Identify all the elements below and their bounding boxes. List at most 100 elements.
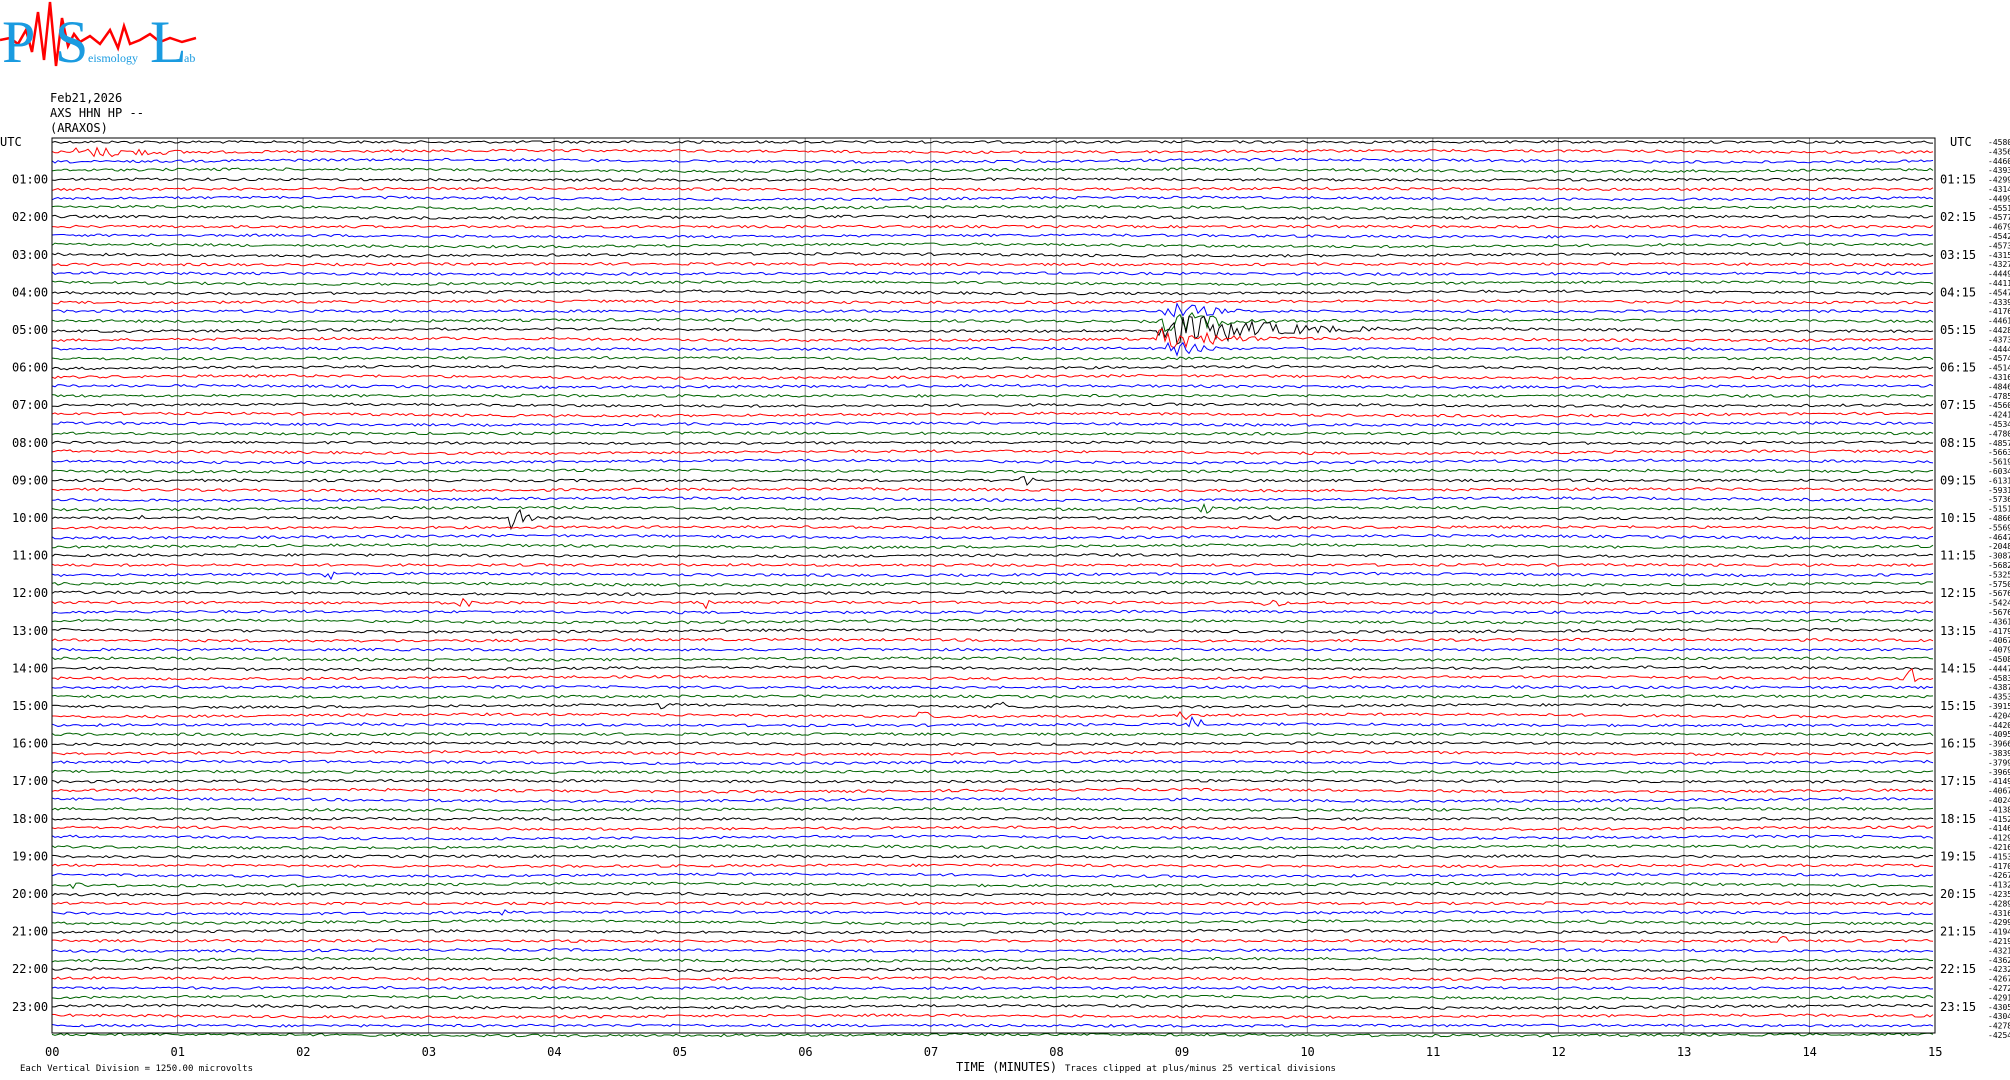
x-tick-label: 04 (547, 1045, 561, 1059)
trace-offset-label: -4129 (1988, 834, 2010, 843)
right-hour-label: 20:15 (1940, 887, 1976, 901)
right-hour-label: 09:15 (1940, 473, 1976, 487)
trace-offset-label: -4361 (1988, 617, 2010, 626)
right-hour-label: 05:15 (1940, 323, 1976, 337)
x-tick-label: 14 (1802, 1045, 1816, 1059)
seismic-traces (51, 140, 1934, 1038)
seismic-trace (51, 204, 1934, 211)
trace-offset-label: -4304 (1988, 1012, 2010, 1021)
trace-offset-label: -5663 (1988, 448, 2010, 457)
trace-offset-label: -4428 (1988, 326, 2010, 335)
trace-offset-label: -5676 (1988, 608, 2010, 617)
seismic-trace (51, 311, 1934, 333)
seismic-trace (51, 280, 1934, 286)
seismic-trace (51, 421, 1934, 427)
record-date: Feb21,2026 (50, 91, 123, 105)
right-hour-label: 12:15 (1940, 586, 1976, 600)
trace-offset-label: -4241 (1988, 411, 2010, 420)
x-tick-label: 07 (924, 1045, 938, 1059)
seismic-trace (51, 289, 1934, 296)
seismic-trace (51, 299, 1934, 305)
left-hour-label: 02:00 (12, 210, 48, 224)
trace-offset-label: -5676 (1988, 589, 2010, 598)
trace-offset-label: -4267 (1988, 871, 2010, 880)
scale-note: Each Vertical Division = 1250.00 microvo… (20, 1064, 253, 1074)
seismic-trace (51, 701, 1934, 710)
x-tick-label: 12 (1551, 1045, 1565, 1059)
seismic-trace (51, 393, 1934, 398)
trace-offset-label: -4153 (1988, 852, 2010, 861)
trace-offset-label: -4079 (1988, 646, 2010, 655)
seismic-trace (51, 994, 1934, 1001)
seismic-trace (51, 844, 1934, 850)
seismic-trace (51, 597, 1934, 610)
trace-offset-label: -4362 (1988, 956, 2010, 965)
seismic-trace (51, 341, 1934, 357)
left-hour-label: 09:00 (12, 473, 48, 487)
right-hour-label: 06:15 (1940, 361, 1976, 375)
seismic-trace (51, 637, 1934, 643)
trace-offset-label: -6131 (1988, 476, 2010, 485)
seismic-trace (51, 825, 1934, 831)
seismic-trace (51, 440, 1934, 446)
trace-offset-label: -5750 (1988, 580, 2010, 589)
trace-offset-label: -4278 (1988, 1022, 2010, 1031)
seismic-trace (51, 355, 1934, 361)
trace-offset-label: -4067 (1988, 636, 2010, 645)
seismic-trace (51, 411, 1934, 418)
seismic-trace (51, 787, 1934, 794)
trace-offset-label: -3966 (1988, 740, 2010, 749)
trace-offset-label: -5569 (1988, 523, 2010, 532)
seismic-trace (51, 901, 1934, 906)
trace-offset-label: -4647 (1988, 533, 2010, 542)
trace-offset-label: -4339 (1988, 298, 2010, 307)
trace-offset-label: -3799 (1988, 758, 2010, 767)
trace-offset-label: -4866 (1988, 514, 2010, 523)
trace-offset-label: -4216 (1988, 843, 2010, 852)
x-tick-label: 09 (1175, 1045, 1189, 1059)
x-tick-label: 06 (798, 1045, 812, 1059)
left-hour-label: 06:00 (12, 361, 48, 375)
trace-offset-label: -3915 (1988, 702, 2010, 711)
seismic-trace (51, 374, 1934, 380)
right-hour-label: 04:15 (1940, 285, 1976, 299)
trace-offset-label: -5325 (1988, 570, 2010, 579)
seismic-trace (51, 667, 1934, 683)
seismic-trace (51, 778, 1934, 784)
left-hour-label: 20:00 (12, 887, 48, 901)
trace-offset-label: -4577 (1988, 213, 2010, 222)
trace-offset-label: -3087 (1988, 552, 2010, 561)
x-tick-label: 13 (1677, 1045, 1691, 1059)
seismic-trace (51, 891, 1934, 897)
right-hour-label: 18:15 (1940, 812, 1976, 826)
trace-offset-label: -4411 (1988, 279, 2010, 288)
seismic-trace (51, 928, 1934, 935)
trace-offset-label: -4204 (1988, 711, 2010, 720)
trace-offset-label: -3969 (1988, 768, 2010, 777)
left-hour-label: 17:00 (12, 774, 48, 788)
left-hour-label: 21:00 (12, 925, 48, 939)
trace-offset-label: -4232 (1988, 965, 2010, 974)
left-hour-label: 15:00 (12, 699, 48, 713)
trace-offset-label: -4289 (1988, 899, 2010, 908)
trace-offset-label: -4785 (1988, 392, 2010, 401)
trace-offset-label: -4356 (1988, 147, 2010, 156)
right-hour-label: 02:15 (1940, 210, 1976, 224)
seismic-trace (51, 242, 1934, 249)
logo-word-seismology: eismology (88, 51, 138, 65)
seismic-trace (51, 685, 1934, 690)
trace-offset-label: -4460 (1988, 157, 2010, 166)
right-hour-label: 03:15 (1940, 248, 1976, 262)
seismic-trace (51, 475, 1934, 486)
seismic-trace (51, 525, 1934, 530)
seismic-trace (51, 533, 1934, 540)
trace-offset-label: -4780 (1988, 429, 2010, 438)
psl-logo: P S eismology L ab (0, 1, 197, 72)
left-utc-title: UTC (0, 135, 22, 149)
seismic-trace (51, 449, 1934, 456)
trace-offset-label: -4291 (1988, 993, 2010, 1002)
right-hour-label: 07:15 (1940, 398, 1976, 412)
trace-offset-label: -4327 (1988, 260, 2010, 269)
seismic-trace (51, 233, 1934, 239)
seismic-trace (51, 186, 1934, 192)
